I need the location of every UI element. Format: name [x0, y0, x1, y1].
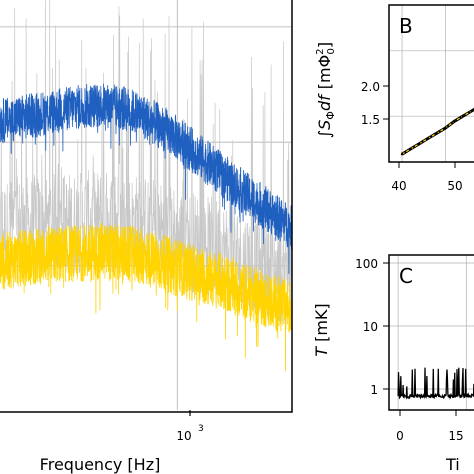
main-panel: 10 3 Frequency [Hz]: [0, 0, 293, 474]
main-series: [0, 0, 293, 372]
panel-c-y-label-1: 1: [370, 383, 378, 397]
panel-b-ylabel-close: ]: [315, 42, 334, 48]
panel-b-points: [400, 107, 474, 156]
panel-b-y-label-15: 1.5: [361, 113, 380, 127]
panel-b-point: [444, 126, 447, 130]
panel-c-frame: [388, 254, 474, 411]
panel-b-frame: [388, 4, 474, 163]
panel-b-point: [418, 142, 421, 145]
panel-b-y-label-20: 2.0: [361, 80, 380, 94]
svg-text:T[mK]: T [mK]: [312, 303, 331, 356]
panel-b: B 2.0 1.5 40 50 ∫SΦdf [mΦ20]: [315, 4, 474, 193]
main-x-tick-base: 10: [176, 429, 191, 443]
main-x-tick: 10 3: [176, 410, 204, 443]
panel-b-point: [470, 109, 473, 113]
panel-b-point: [400, 152, 404, 156]
main-series-yellow: [0, 222, 293, 372]
panel-b-letter: B: [399, 14, 413, 38]
panel-c-ylabel-unit: [mK]: [312, 303, 331, 342]
svg-text:∫SΦdf[mΦ20]: ∫SΦdf [mΦ20]: [315, 42, 337, 138]
panel-b-ylabel-sub: 0: [326, 48, 337, 54]
panel-b-grid: [389, 5, 474, 162]
main-x-label: Frequency [Hz]: [40, 455, 161, 474]
panel-b-data-line: [401, 107, 474, 156]
panel-b-ylabel-df: df: [315, 93, 334, 111]
main-x-tick-exp: 3: [198, 424, 204, 434]
panel-c-line: [397, 367, 474, 400]
panel-b-ylabel-int: ∫: [315, 130, 334, 138]
panel-b-ylabel-phi: Φ: [324, 111, 337, 120]
panel-c-x-label-0: 0: [396, 429, 404, 443]
panel-c-letter: C: [399, 264, 413, 288]
panel-c-ylabel-t: T: [312, 346, 331, 357]
main-axes-frame: [0, 0, 293, 413]
panel-b-point: [461, 115, 465, 118]
panel-c-x-axis-label: Ti: [445, 455, 460, 474]
panel-b-y-axis-label: ∫SΦdf [mΦ20]: [315, 42, 337, 138]
panel-b-point: [426, 137, 430, 140]
panel-c-y-axis-label: T [mK]: [312, 303, 331, 356]
panel-c-temperature-line: [397, 367, 474, 400]
panel-b-x-label-50: 50: [447, 179, 462, 193]
panel-c-y-label-10: 10: [363, 320, 378, 334]
panel-b-ylabel-s: S: [315, 120, 334, 130]
panel-b-point: [453, 120, 456, 123]
panel-b-point: [435, 132, 439, 135]
panel-b-ylabel-sup: 2: [315, 48, 326, 54]
panel-b-point: [409, 147, 412, 151]
main-series-blue: [0, 83, 293, 274]
panel-b-ylabel-unit: [mΦ: [315, 55, 334, 89]
panel-b-x-label-40: 40: [391, 179, 406, 193]
panel-c: C 100 10 1 0 15 Ti T [mK]: [312, 254, 474, 474]
panel-c-y-label-100: 100: [355, 257, 378, 271]
panel-c-x-label-15: 15: [448, 429, 463, 443]
